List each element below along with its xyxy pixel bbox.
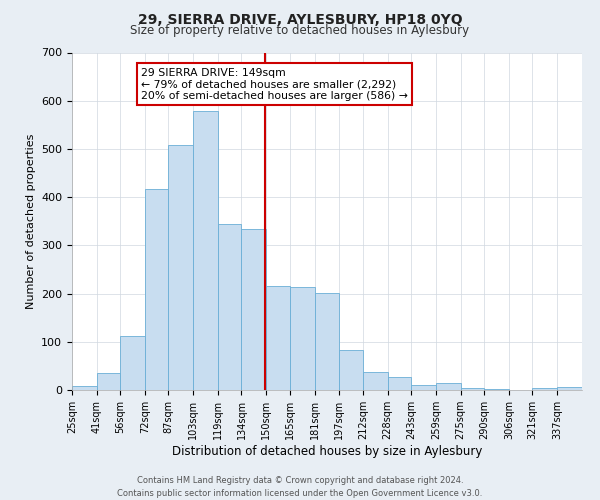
Text: Size of property relative to detached houses in Aylesbury: Size of property relative to detached ho… [130,24,470,37]
Bar [290,288,314,390]
Bar [461,388,484,390]
Bar [97,372,120,390]
Bar [557,386,582,390]
Bar [532,388,557,390]
Bar [169,145,193,390]
Bar [363,372,388,390]
Bar [484,389,509,390]
Text: 29, SIERRA DRIVE, AYLESBURY, HP18 0YQ: 29, SIERRA DRIVE, AYLESBURY, HP18 0YQ [137,12,463,26]
Text: Contains HM Land Registry data © Crown copyright and database right 2024.
Contai: Contains HM Land Registry data © Crown c… [118,476,482,498]
Y-axis label: Number of detached properties: Number of detached properties [26,134,35,309]
Bar [120,336,145,390]
Text: 29 SIERRA DRIVE: 149sqm
← 79% of detached houses are smaller (2,292)
20% of semi: 29 SIERRA DRIVE: 149sqm ← 79% of detache… [141,68,408,101]
Bar [241,230,266,390]
Bar [72,386,97,390]
Bar [411,385,436,390]
Bar [436,383,461,390]
Bar [340,350,363,390]
Bar [193,112,218,390]
X-axis label: Distribution of detached houses by size in Aylesbury: Distribution of detached houses by size … [172,445,482,458]
Bar [218,224,241,390]
Bar [145,190,169,390]
Bar [388,377,411,390]
Bar [314,292,340,390]
Bar [266,286,290,390]
